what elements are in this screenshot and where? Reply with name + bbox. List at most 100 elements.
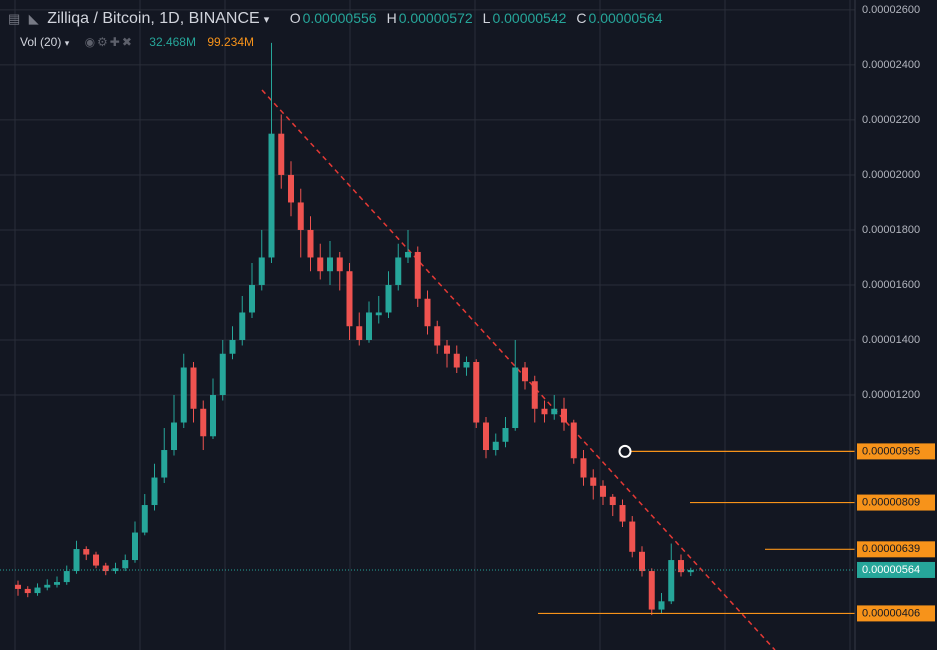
candle-body [132, 532, 138, 561]
y-tick-label: 0.00001400 [862, 334, 920, 346]
price-label-box [857, 443, 935, 460]
candle-body [219, 353, 226, 396]
candle-body [63, 571, 70, 583]
candle-body [83, 549, 90, 555]
price-label: 0.00000995 [862, 445, 920, 457]
candle-body [15, 584, 21, 589]
candle-body [522, 367, 528, 382]
candle-body [609, 496, 616, 506]
candle-body [200, 408, 207, 437]
candle-body [619, 505, 626, 522]
candle-body [405, 251, 411, 258]
candle-body [590, 477, 597, 486]
price-label: 0.00000406 [862, 607, 920, 619]
price-label-box [857, 605, 935, 622]
ohlc-key: H [386, 10, 397, 26]
collapse-icon[interactable]: ▤ [8, 11, 21, 26]
last-price-box [857, 561, 935, 578]
candle-body [180, 367, 187, 423]
candle-body [551, 408, 558, 415]
ohlc-key: L [482, 10, 491, 26]
legend: ▤ ◣ Zilliqa / Bitcoin, 1D, BINANCE ▾ O 0.0… [8, 10, 673, 28]
ohlc-value: 0.00000564 [588, 10, 663, 26]
candle-body [346, 271, 353, 327]
candle-body [102, 565, 109, 572]
candle-body [492, 441, 499, 451]
anchor-handle [618, 444, 632, 458]
symbol-icon: ◣ [28, 11, 39, 26]
candle-body [687, 569, 694, 573]
candle-body [327, 257, 333, 272]
candle-body [473, 361, 480, 423]
candle-body [93, 554, 99, 566]
candle-body [414, 251, 421, 299]
candle-body [512, 367, 519, 429]
candle-body [600, 485, 606, 497]
candle-body [385, 284, 392, 313]
price-label: 0.00000809 [862, 496, 920, 508]
tool-icons[interactable]: ◉⚙✚✖ [84, 35, 134, 49]
candle-body [366, 312, 372, 340]
candle-body [463, 361, 470, 368]
candle-body [249, 284, 255, 313]
last-price-label: 0.00000564 [862, 564, 920, 576]
candle-body [395, 257, 402, 285]
ohlc: O 0.00000556 H 0.00000572 L 0.00000542 C 0.0000… [290, 10, 673, 26]
candle-body [375, 312, 382, 316]
candle-body [297, 202, 304, 230]
candle-body [54, 582, 60, 585]
candle-body [648, 571, 655, 610]
candle-body [141, 505, 148, 533]
candle-body [424, 298, 431, 327]
y-tick-label: 0.00002000 [862, 169, 920, 181]
candle-body [317, 257, 324, 272]
volume-label[interactable]: Vol (20) [20, 35, 62, 49]
ohlc-value: 0.00000572 [398, 10, 473, 26]
volume-value: 32.468M [149, 35, 196, 49]
candle-body [161, 450, 168, 478]
candle-body [34, 587, 41, 594]
price-label-box [857, 541, 935, 558]
candle-body [258, 257, 265, 285]
candle-body [639, 551, 645, 572]
candle-body [502, 428, 509, 442]
ohlc-value: 0.00000542 [492, 10, 567, 26]
candle-body [658, 601, 665, 610]
candle-body [629, 521, 636, 552]
candle-body [580, 458, 587, 478]
price-label-box [857, 494, 935, 511]
ohlc-key: C [576, 10, 587, 26]
trend-line [261, 89, 776, 650]
candle-body [24, 588, 31, 594]
candle-body [307, 229, 314, 258]
candle-body [288, 174, 294, 203]
volume-ma: 99.234M [207, 35, 255, 49]
dropdown[interactable]: ▾ [64, 38, 70, 48]
candle-body [268, 133, 275, 258]
candle-body [668, 560, 675, 602]
y-tick-label: 0.00001600 [862, 279, 920, 291]
y-tick-label: 0.00001800 [862, 224, 920, 236]
dropdown[interactable]: ▾ [263, 14, 270, 26]
y-tick-label: 0.00002200 [862, 114, 920, 126]
candle-body [356, 326, 363, 340]
candle-body [541, 408, 548, 415]
candle-body [278, 133, 285, 175]
candle-body [122, 560, 129, 569]
volume-legend: Vol (20) ▾ ◉⚙✚✖ 32.468M 99.234M [20, 35, 254, 49]
candle-body [151, 477, 158, 506]
candle-body [73, 549, 80, 572]
ohlc-key: O [289, 10, 301, 26]
symbol[interactable]: Zilliqa / Bitcoin, 1D, BINANCE [47, 10, 260, 27]
candle-body [190, 367, 197, 409]
candle-body [336, 257, 343, 272]
candle-body [239, 312, 246, 340]
candle-body [112, 568, 119, 572]
candle-body [444, 345, 450, 354]
ohlc-value: 0.00000556 [302, 10, 377, 26]
y-tick-label: 0.00001200 [862, 389, 920, 401]
candle-body [570, 422, 577, 459]
candle-body [434, 326, 441, 346]
